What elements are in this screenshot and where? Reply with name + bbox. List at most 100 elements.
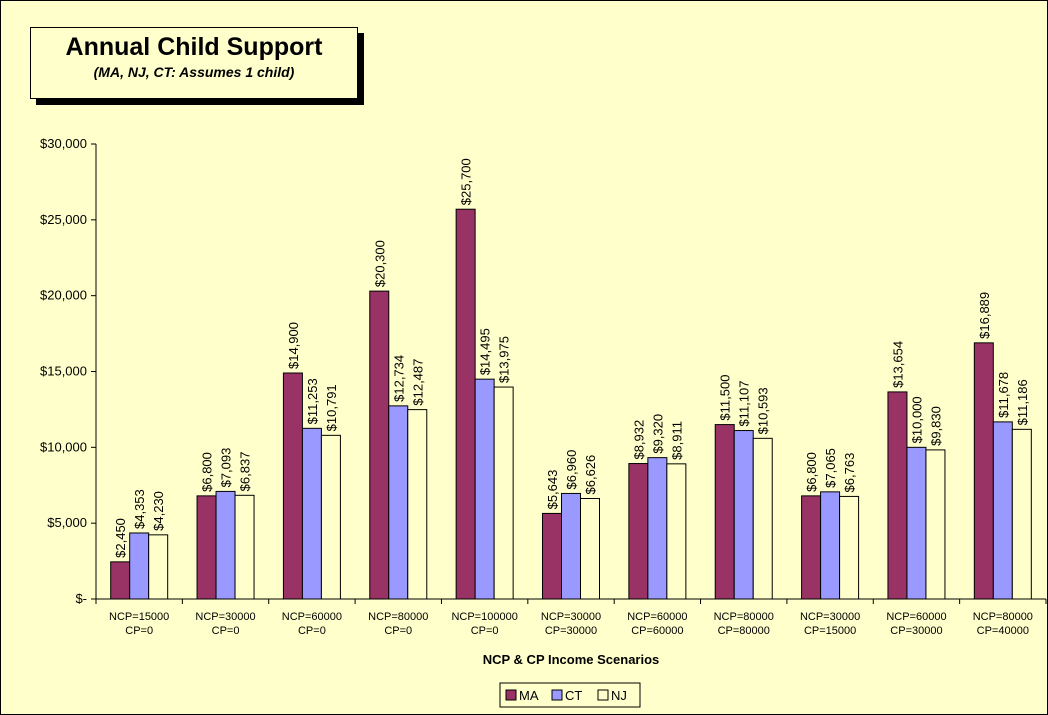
data-label: $7,093: [219, 448, 234, 488]
x-category-label: CP=0: [212, 625, 240, 637]
y-tick-label: $5,000: [47, 515, 87, 530]
x-category-label: CP=30000: [890, 625, 942, 637]
data-label: $11,107: [737, 381, 752, 427]
bar-ct: [820, 491, 841, 600]
bar-ma: [542, 512, 562, 600]
bar-ma: [455, 208, 476, 600]
bar-nj: [752, 437, 773, 600]
bar-ct: [906, 446, 927, 600]
data-label: $6,837: [238, 452, 253, 492]
bar-ct: [733, 430, 754, 600]
data-label: $20,300: [372, 240, 387, 287]
bar-ct: [992, 421, 1013, 600]
data-label: $12,487: [410, 359, 425, 406]
y-tick-label: $-: [75, 591, 87, 606]
legend-label-ct: CT: [565, 688, 582, 703]
legend-swatch-ma: [505, 689, 517, 701]
data-label: $14,900: [286, 322, 301, 369]
data-label: $14,495: [478, 328, 493, 375]
bar-ct: [647, 457, 668, 600]
bar-ma: [801, 495, 822, 600]
x-category-label: CP=80000: [718, 625, 770, 637]
bar-nj: [1011, 428, 1032, 600]
legend-label-nj: NJ: [611, 688, 627, 703]
data-label: $10,593: [756, 387, 771, 434]
bar-ma: [196, 495, 217, 600]
x-category-label: NCP=30000: [800, 611, 860, 623]
x-category-label: CP=30000: [545, 625, 597, 637]
x-category-label: NCP=60000: [886, 611, 946, 623]
data-label: $13,975: [497, 336, 512, 383]
x-category-label: NCP=60000: [627, 611, 687, 623]
x-category-label: NCP=60000: [282, 611, 342, 623]
data-label: $5,643: [545, 470, 560, 510]
bar-ct: [388, 405, 409, 600]
bar-nj: [666, 463, 687, 600]
x-category-label: CP=0: [298, 625, 326, 637]
legend-label-ma: MA: [519, 688, 539, 703]
data-label: $6,800: [804, 452, 819, 492]
data-label: $7,065: [823, 448, 838, 488]
y-tick-label: $25,000: [40, 212, 87, 227]
bar-nj: [148, 534, 169, 600]
y-tick-label: $10,000: [40, 439, 87, 454]
data-label: $9,320: [650, 414, 665, 454]
y-tick-label: $20,000: [40, 288, 87, 303]
data-label: $16,889: [977, 292, 992, 339]
data-label: $8,932: [631, 420, 646, 460]
x-category-label: NCP=30000: [195, 611, 255, 623]
x-category-label: NCP=15000: [109, 611, 169, 623]
x-category-label: NCP=30000: [541, 611, 601, 623]
x-category-label: NCP=80000: [973, 611, 1033, 623]
bar-nj: [493, 386, 514, 600]
x-category-label: CP=0: [471, 625, 499, 637]
x-axis-title: NCP & CP Income Scenarios: [483, 652, 660, 667]
bar-ct: [561, 492, 581, 600]
data-label: $9,830: [928, 406, 943, 446]
x-category-label: NCP=100000: [451, 611, 517, 623]
x-category-label: CP=40000: [977, 625, 1029, 637]
data-label: $6,800: [200, 452, 215, 492]
data-label: $4,230: [151, 491, 166, 531]
y-tick-label: $15,000: [40, 364, 87, 379]
legend: [499, 682, 641, 708]
data-label: $11,678: [996, 372, 1011, 418]
data-label: $13,654: [890, 341, 905, 388]
bar-ma: [887, 391, 908, 600]
legend-swatch-nj: [597, 689, 609, 701]
chart-title: Annual Child Support: [65, 33, 323, 61]
data-label: $12,734: [391, 355, 406, 402]
bar-ct: [474, 378, 495, 600]
bar-nj: [925, 449, 946, 600]
data-label: $8,911: [669, 421, 684, 460]
data-label: $11,500: [718, 375, 733, 421]
data-label: $6,626: [583, 455, 598, 495]
bar-ma: [628, 463, 649, 600]
bar-ma: [110, 561, 131, 600]
chart-subtitle: (MA, NJ, CT: Assumes 1 child): [93, 64, 295, 80]
x-category-label: CP=15000: [804, 625, 856, 637]
bar-ma: [973, 342, 994, 600]
data-label: $6,763: [842, 453, 857, 493]
x-category-label: NCP=80000: [368, 611, 428, 623]
bar-ma: [369, 290, 390, 600]
data-label: $4,353: [132, 489, 147, 529]
bar-ma: [714, 424, 735, 600]
data-label: $11,186: [1015, 379, 1030, 425]
data-label: $10,000: [909, 396, 924, 443]
bar-nj: [320, 434, 341, 600]
bar-nj: [839, 495, 860, 600]
title-box: Annual Child Support (MA, NJ, CT: Assume…: [30, 27, 358, 99]
bar-ma: [282, 372, 303, 600]
bar-ct: [301, 427, 322, 600]
y-tick-label: $30,000: [40, 136, 87, 151]
bar-ct: [215, 490, 236, 600]
x-category-label: CP=60000: [631, 625, 683, 637]
bar-nj: [407, 409, 428, 600]
data-label: $6,960: [564, 450, 579, 490]
data-label: $2,450: [113, 518, 128, 558]
data-label: $10,791: [324, 384, 339, 431]
data-label: $25,700: [459, 158, 474, 205]
